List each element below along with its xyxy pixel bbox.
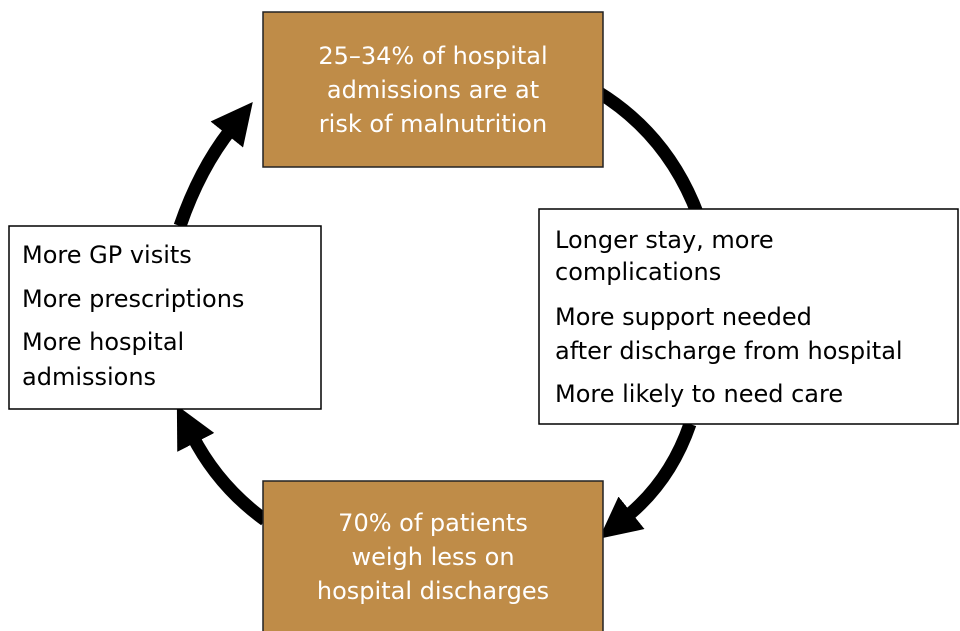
label: More support needed [555,303,812,331]
label: More GP visits [22,241,192,269]
label: risk of malnutrition [319,110,547,138]
label: complications [555,258,721,286]
box [538,208,959,425]
left-box: More GP visits More prescriptions More h… [8,225,322,410]
box [262,11,604,168]
box [8,225,322,410]
label: after discharge from hospital [555,337,903,365]
arrow [599,421,697,539]
label: hospital discharges [317,577,549,605]
label: More prescriptions [22,285,244,313]
right-box: Longer stay, more complications More sup… [538,208,959,425]
arrow [594,86,705,218]
label: Longer stay, more [555,226,774,254]
box [262,480,604,631]
arrow [173,102,253,229]
label: admissions [22,363,156,391]
label: More hospital [22,328,184,356]
label: More likely to need care [555,380,843,408]
arrows [173,86,705,539]
top-box: 25–34% of hospital admissions are at ris… [262,11,604,168]
arrow [176,405,269,526]
label: 70% of patients [338,509,528,537]
label: 25–34% of hospital [318,42,547,70]
bottom-box: 70% of patients weigh less on hospital d… [262,480,604,631]
label: weigh less on [351,543,514,571]
label: admissions are at [327,76,539,104]
